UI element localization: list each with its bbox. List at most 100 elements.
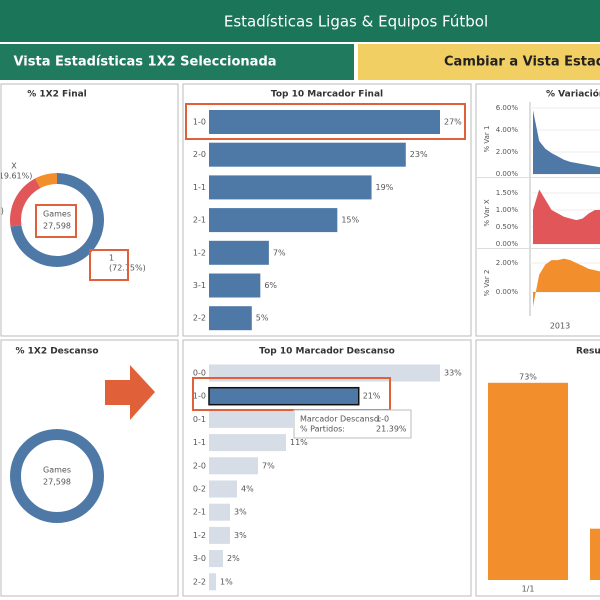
donut-center-value: 27,598 <box>43 478 71 487</box>
bar <box>209 573 216 591</box>
bar <box>209 480 237 498</box>
y-tick-label: 0.00% <box>496 288 519 296</box>
panel-content: 0-0 33% 1-0 21% 0-1 1-1 11% 2-0 7% 0-2 4% 2-1 3% 1-2 3… <box>192 364 462 591</box>
button-active[interactable] <box>0 44 354 80</box>
bar <box>209 410 293 428</box>
value-label: 27% <box>444 118 462 127</box>
y-tick-label: 0.00% <box>496 240 519 248</box>
value-label: 15% <box>341 216 359 225</box>
value-label: 73% <box>519 372 537 381</box>
donut-center-label: Games <box>43 466 71 475</box>
value-label: 23% <box>410 150 428 159</box>
highlight-box <box>185 103 466 140</box>
bar <box>209 240 269 265</box>
tooltip-value: 21.39% <box>376 425 407 434</box>
y-tick-label: 1.50% <box>496 189 519 197</box>
value-label: 2% <box>227 554 240 563</box>
donut-slice <box>10 178 41 227</box>
tooltip-key: Marcador Descanso: <box>300 415 381 424</box>
slice-label: (19.61%) <box>0 172 32 181</box>
y-tick-label: 1.00% <box>496 206 519 214</box>
value-label: 4% <box>241 485 254 494</box>
tooltip-key: % Partidos: <box>300 425 345 434</box>
tooltip-value: 1-0 <box>376 415 389 424</box>
button-label[interactable]: Cambiar a Vista Estadíst <box>444 55 600 70</box>
y-axis-label: % Var 1 <box>483 126 491 153</box>
y-axis-label: % Var X <box>483 199 491 227</box>
y-tick-label: 0.50% <box>496 223 519 231</box>
value-label: 5% <box>256 314 269 323</box>
category-label: 2-1 <box>193 216 206 225</box>
panel-content: % Var 1 6.00% 4.00% 2.00% 0.00% % Var X 1.50% 1… <box>476 102 600 331</box>
category-label: 3-0 <box>193 554 206 563</box>
button-switch[interactable] <box>358 44 600 80</box>
y-tick-label: 0.00% <box>496 170 519 178</box>
category-label: 1-2 <box>193 531 206 540</box>
category-label: 1-0 <box>193 392 206 401</box>
area <box>533 258 600 307</box>
value-label: 7% <box>262 461 275 470</box>
panel-title: % 1X2 Final <box>27 90 87 100</box>
category-label: 2-0 <box>193 461 206 470</box>
panel <box>0 83 179 337</box>
slice-category: X <box>11 162 17 171</box>
category-label: 0-1 <box>193 415 206 424</box>
donut-center-label: Games <box>43 210 71 219</box>
category-label: 1-2 <box>193 248 206 257</box>
bar <box>209 306 252 331</box>
x-tick-label: 2013 <box>550 322 570 331</box>
slice-category: 1 <box>109 254 114 263</box>
category-label: 2-2 <box>193 577 206 586</box>
category-label: 0-2 <box>193 485 206 494</box>
category-label: 2-0 <box>193 150 206 159</box>
y-tick-label: 4.00% <box>496 126 519 134</box>
category-label: 1-0 <box>193 118 206 127</box>
bar <box>209 142 406 167</box>
panel-title: Resul <box>576 347 600 357</box>
bar <box>209 110 440 134</box>
y-tick-label: 6.00% <box>496 104 519 112</box>
highlight-box <box>89 249 129 281</box>
bar <box>488 382 568 580</box>
value-label: 3% <box>234 508 247 517</box>
y-tick-label: 2.00% <box>496 259 519 267</box>
value-label: 11% <box>290 438 308 447</box>
value-label: 3% <box>234 531 247 540</box>
area <box>533 189 600 244</box>
value-label: 19% <box>376 183 394 192</box>
category-label: 2-2 <box>193 314 206 323</box>
header-title: Estadísticas Ligas & Equipos Fútbol <box>224 13 488 31</box>
value-label: 7% <box>273 248 286 257</box>
area <box>533 110 600 175</box>
value-label: 6% <box>264 281 277 290</box>
panel-title: % 1X2 Descanso <box>15 347 98 357</box>
bar <box>209 273 261 298</box>
donut-ring <box>10 429 104 523</box>
button-label[interactable]: Vista Estadísticas 1X2 Seleccionada <box>13 55 276 70</box>
panel-title: Top 10 Marcador Descanso <box>259 347 395 357</box>
tooltip-box <box>293 409 412 439</box>
category-label: 2-1 <box>193 508 206 517</box>
slice-label: (7.64%) <box>0 207 4 216</box>
bar <box>209 526 230 544</box>
category-label: 1-1 <box>193 183 206 192</box>
panel-content: 1-0 27% 2-0 23% 1-1 19% 2-1 15% 1-2 7% 3-1 6% 2-2 5% <box>185 103 466 331</box>
y-tick-label: 2.00% <box>496 148 519 156</box>
bar <box>209 550 223 568</box>
arrow <box>105 365 155 420</box>
value-label: 1% <box>220 577 233 586</box>
value-label: 21% <box>363 392 381 401</box>
category-label: 1-1 <box>193 438 206 447</box>
bar <box>590 528 600 580</box>
header-bar <box>0 0 600 42</box>
highlight-box <box>192 377 391 411</box>
y-axis-label: % Var 2 <box>483 270 491 297</box>
panel <box>0 339 179 597</box>
category-label: 0-0 <box>193 369 206 378</box>
highlight-box <box>35 204 77 238</box>
donut-center-value: 27,598 <box>43 222 71 231</box>
tooltip: Marcador Descanso:1-0 % Partidos: 21.39% <box>293 409 412 439</box>
panel-title: Top 10 Marcador Final <box>271 90 383 100</box>
bar <box>209 434 286 452</box>
